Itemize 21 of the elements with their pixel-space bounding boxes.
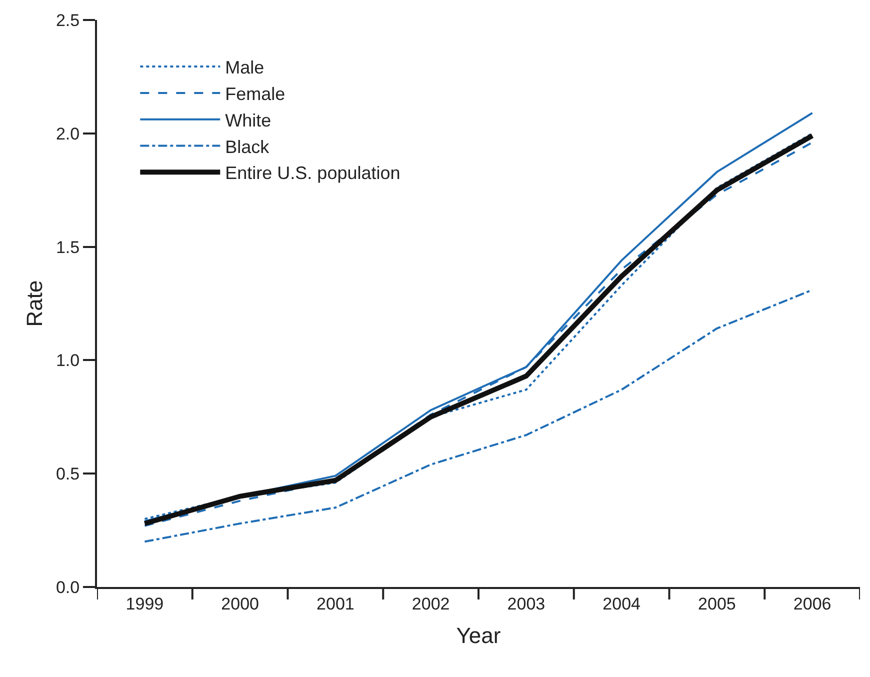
y-tick-label: 2.0 xyxy=(56,124,80,144)
x-tick-label: 2001 xyxy=(316,594,354,614)
x-tick-label: 2000 xyxy=(221,594,259,614)
x-tick-label: 2006 xyxy=(793,594,832,614)
x-axis-title: Year xyxy=(456,622,501,648)
x-tick-label: 2005 xyxy=(698,594,736,614)
x-tick-label: 2002 xyxy=(412,594,450,614)
y-tick-label: 0.0 xyxy=(56,578,80,597)
legend-label: White xyxy=(225,110,272,130)
legend-label: Black xyxy=(225,136,270,157)
y-tick-label: 1.0 xyxy=(56,351,80,370)
x-tick-label: 2003 xyxy=(507,594,546,614)
y-tick-label: 1.5 xyxy=(56,238,80,257)
y-tick-label: 2.5 xyxy=(56,10,80,30)
y-tick-label: 0.5 xyxy=(56,464,80,484)
y-axis-title: Rate xyxy=(22,280,47,327)
x-tick-label: 2004 xyxy=(602,594,640,614)
x-tick-label: 1999 xyxy=(126,594,164,614)
legend-label: Male xyxy=(225,58,264,78)
legend-label: Female xyxy=(225,84,286,104)
legend-label: Entire U.S. population xyxy=(225,163,400,184)
